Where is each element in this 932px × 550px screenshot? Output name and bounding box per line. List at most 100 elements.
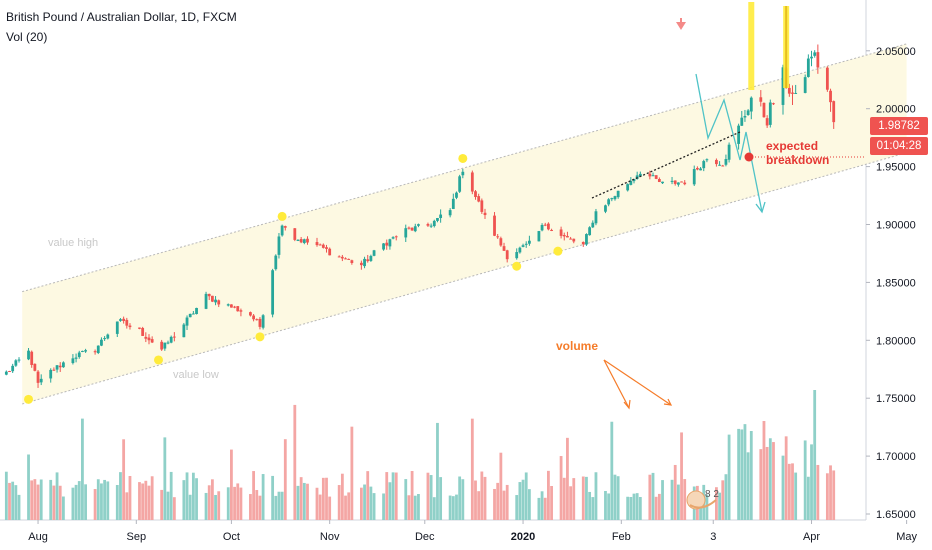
candle-body (699, 168, 702, 171)
candle-body (749, 97, 753, 112)
candle-body (8, 371, 11, 373)
volume-bar (230, 449, 233, 520)
volume-bar (141, 483, 145, 520)
volume-bar (36, 484, 40, 520)
volume-bar (613, 474, 617, 520)
candle-body (426, 223, 430, 226)
candle-body (115, 321, 119, 334)
candle-body (122, 318, 126, 322)
candle-body (429, 225, 433, 227)
candle-body (410, 227, 414, 231)
candle-body (829, 90, 832, 103)
volume-bar (195, 478, 198, 520)
chart-title: British Pound / Australian Dollar, 1D, F… (6, 10, 237, 24)
label-value-high: value high (48, 237, 98, 249)
candle-body (499, 238, 503, 246)
volume-bar (318, 494, 322, 520)
candle-body (369, 255, 373, 261)
volume-bar (115, 485, 119, 520)
candle-body (740, 117, 744, 126)
time-axis-label: Sep (127, 531, 147, 543)
volume-bar (84, 484, 87, 520)
candle-body (547, 223, 550, 230)
volume-bar (429, 475, 433, 520)
volume-bar (233, 486, 236, 520)
volume-bar (432, 497, 436, 520)
candle-body (676, 182, 680, 185)
watermark-badge-text: 8 2 (705, 489, 719, 500)
volume-bar (635, 493, 639, 520)
candle-body (518, 247, 522, 253)
candle-body (191, 313, 195, 315)
candle-body (737, 125, 741, 144)
candle-body (62, 362, 65, 368)
candle-body (648, 173, 652, 177)
candle-body (607, 199, 611, 205)
candle-body (277, 236, 281, 255)
candle-body (394, 236, 398, 238)
volume-bar (369, 486, 373, 520)
volume-bar (363, 484, 366, 520)
touch-point-marker (154, 355, 163, 365)
volume-bar (274, 495, 278, 520)
volume-bar (654, 496, 658, 520)
candle-body (182, 324, 186, 338)
volume-bar (236, 483, 240, 520)
candle-body (436, 218, 439, 221)
candle-body (458, 176, 462, 192)
label-expected: expected (766, 139, 818, 153)
volume-bar (407, 495, 411, 520)
volume-bar (128, 476, 132, 520)
volume-indicator-label[interactable]: Vol (20) (6, 30, 48, 44)
candle-body (483, 212, 487, 216)
channel-lower-line (22, 152, 907, 405)
candle-body (252, 315, 255, 320)
price-axis-label: 1.90000 (876, 220, 916, 232)
candle-body (210, 295, 214, 302)
volume-bar (52, 485, 56, 520)
candle-body (572, 238, 576, 242)
volume-bar (185, 472, 189, 520)
touch-point-marker (553, 246, 563, 256)
candle-body (502, 246, 506, 251)
candle-body (543, 224, 547, 226)
candle-body (407, 227, 411, 229)
watermark-swoosh-icon (689, 499, 717, 509)
candle-body (58, 365, 62, 368)
candle-body (527, 240, 531, 244)
candle-body (195, 307, 198, 315)
candle-body (84, 350, 87, 352)
candle-body (762, 102, 766, 118)
candle-body (71, 358, 75, 364)
candle-body (470, 172, 474, 192)
candle-body (455, 192, 458, 198)
candle-body (702, 161, 706, 169)
volume-bar (537, 497, 541, 520)
candle-body (413, 226, 417, 232)
touch-point-marker (458, 153, 468, 163)
volume-bar (550, 486, 553, 520)
candle-body (382, 243, 385, 250)
volume-bar (404, 479, 408, 520)
candle-body (315, 242, 319, 246)
candle-body (128, 325, 132, 328)
volume-bar (147, 485, 151, 520)
candle-body (493, 215, 496, 236)
candle-body (657, 179, 661, 183)
candle-body (302, 239, 306, 243)
volume-bar (499, 452, 503, 520)
volume-bar (765, 446, 769, 520)
volume-bar (527, 489, 531, 520)
candle-body (125, 319, 129, 326)
volume-bar (81, 418, 84, 520)
volume-bar (588, 491, 592, 520)
candle-body (27, 350, 30, 360)
candle-body (207, 293, 211, 297)
volume-bar (661, 480, 664, 520)
candle-body (448, 210, 452, 216)
candle-body (321, 244, 325, 248)
volume-bar (14, 485, 18, 520)
label-value-low: value low (173, 369, 219, 381)
